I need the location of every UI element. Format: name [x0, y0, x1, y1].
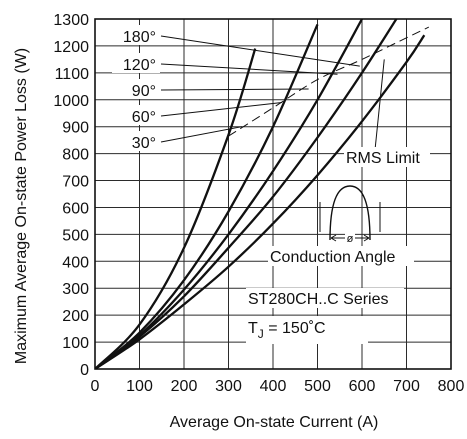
- tj-label-bg: [246, 316, 368, 344]
- x-tick-label: 300: [215, 378, 242, 395]
- series-label-bg: [112, 105, 160, 125]
- rms-limit-label: RMS Limit: [346, 150, 420, 167]
- series-label: 180°: [123, 29, 156, 46]
- tj-symbol: T: [248, 320, 258, 337]
- tj-value: = 150˚C: [264, 320, 326, 337]
- series-label-bg: [112, 79, 160, 99]
- y-tick-label: 200: [62, 308, 89, 325]
- series-leader-line: [160, 101, 282, 117]
- angle-symbol-bg: [345, 232, 355, 244]
- y-tick-label: 500: [62, 227, 89, 244]
- y-tick-label: 400: [62, 254, 89, 271]
- series-curve-120: [95, 19, 398, 369]
- rms-limit-line: [228, 26, 430, 137]
- tj-subscript: J: [258, 327, 264, 341]
- series-curve-60: [95, 23, 319, 369]
- tick-layer: 0 100 200 300 400 500 600 700 800 0 100 200 300 400 50…: [53, 12, 464, 395]
- y-tick-label: 1200: [53, 39, 89, 56]
- y-axis-title: Maximum Average On-state Power Loss (W): [13, 48, 30, 364]
- series-leader-line: [160, 63, 338, 75]
- x-tick-label: 100: [126, 378, 153, 395]
- series-leader-line: [160, 126, 242, 143]
- x-tick-label: 700: [393, 378, 420, 395]
- series-label: 30°: [132, 135, 156, 152]
- y-tick-label: 600: [62, 200, 89, 217]
- series-curve-90: [95, 19, 364, 369]
- x-tick-label: 600: [349, 378, 376, 395]
- y-tick-label: 100: [62, 335, 89, 352]
- conduction-angle-label: Conduction Angle: [270, 249, 396, 266]
- series-label-bg: [112, 53, 160, 73]
- y-tick-label: 300: [62, 281, 89, 298]
- y-tick-label: 800: [62, 147, 89, 164]
- series-note-bg: [246, 288, 404, 308]
- rms-leader-line: [374, 59, 385, 151]
- y-tick-label: 700: [62, 174, 89, 191]
- rms-label-bg: [344, 147, 430, 167]
- series-curve-180: [95, 34, 426, 369]
- series-label-layer: 180° 120° 90° 60° 30°: [112, 25, 385, 152]
- angle-symbol: ø: [347, 233, 354, 245]
- x-tick-label: 800: [438, 378, 465, 395]
- series-label: 60°: [132, 109, 156, 126]
- y-tick-label: 900: [62, 120, 89, 137]
- y-tick-label: 1100: [55, 66, 90, 83]
- x-tick-label: 400: [260, 378, 287, 395]
- curve-layer: [95, 19, 430, 369]
- series-note: ST280CH..C Series: [248, 291, 389, 308]
- x-tick-label: 0: [91, 378, 100, 395]
- series-label: 120°: [123, 57, 156, 74]
- y-tick-label: 1000: [53, 93, 89, 110]
- grid-layer: [95, 19, 451, 369]
- x-tick-label: 500: [304, 378, 331, 395]
- plot-frame: [94, 18, 452, 370]
- x-tick-label: 200: [171, 378, 198, 395]
- conduction-label-bg: [268, 246, 414, 266]
- y-tick-label: 0: [80, 362, 89, 379]
- y-tick-label: 1300: [53, 12, 89, 29]
- series-label-bg: [112, 131, 160, 151]
- junction-temperature-label: TJ = 150˚C: [248, 320, 326, 341]
- x-axis-title: Average On-state Current (A): [170, 414, 379, 431]
- series-leader-line: [160, 88, 309, 91]
- series-curve-30: [95, 48, 257, 369]
- series-label: 90°: [132, 83, 156, 100]
- series-label-bg: [112, 25, 160, 45]
- series-leader-line: [160, 35, 360, 67]
